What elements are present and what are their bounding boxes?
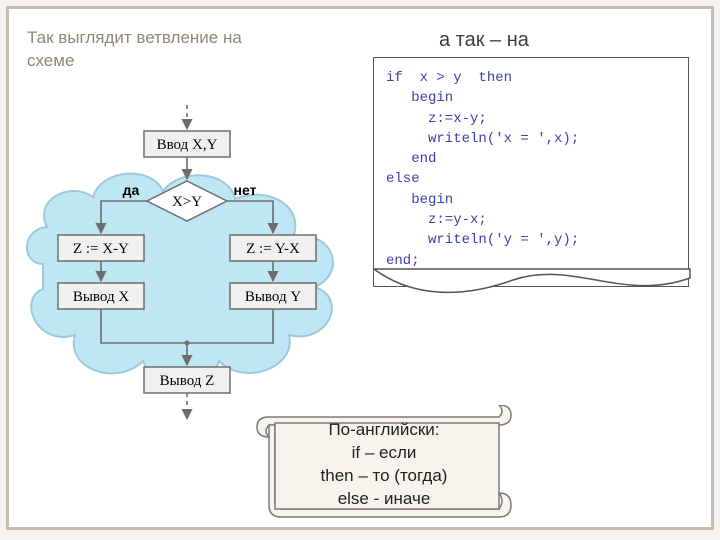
flow-input: Ввод X,Y: [157, 137, 218, 153]
scroll-text: По-английски: if – если then – то (тогда…: [249, 419, 519, 511]
slide-frame: Так выглядит ветвление на схеме а так – …: [6, 6, 714, 530]
scroll-line2: if – если: [249, 442, 519, 465]
flow-left-assign: Z := X-Y: [73, 241, 129, 257]
flowchart: Ввод X,Y X>Y да нет Z := X-Y Вывод X: [13, 99, 361, 439]
flow-left-out: Вывод X: [73, 289, 130, 305]
scroll-line1: По-английски:: [249, 419, 519, 442]
pascal-code: if x > y then begin z:=x-y; writeln('x =…: [374, 58, 688, 281]
flow-final-out: Вывод Z: [160, 373, 215, 389]
no-label: нет: [234, 182, 257, 198]
subtitle-right: а так – на: [439, 29, 529, 52]
flow-right-assign: Z := Y-X: [246, 241, 300, 257]
scroll-line3: then – то (тогда): [249, 465, 519, 488]
code-card: if x > y then begin z:=x-y; writeln('x =…: [373, 57, 689, 287]
torn-edge: [373, 268, 691, 308]
flowchart-svg: Ввод X,Y X>Y да нет Z := X-Y Вывод X: [13, 99, 361, 439]
flow-right-out: Вывод Y: [245, 289, 302, 305]
scroll-note: По-английски: if – если then – то (тогда…: [249, 405, 519, 525]
yes-label: да: [123, 182, 140, 198]
title-left: Так выглядит ветвление на схеме: [27, 27, 287, 73]
scroll-line4: else - иначе: [249, 488, 519, 511]
flow-decision: X>Y: [172, 194, 202, 210]
